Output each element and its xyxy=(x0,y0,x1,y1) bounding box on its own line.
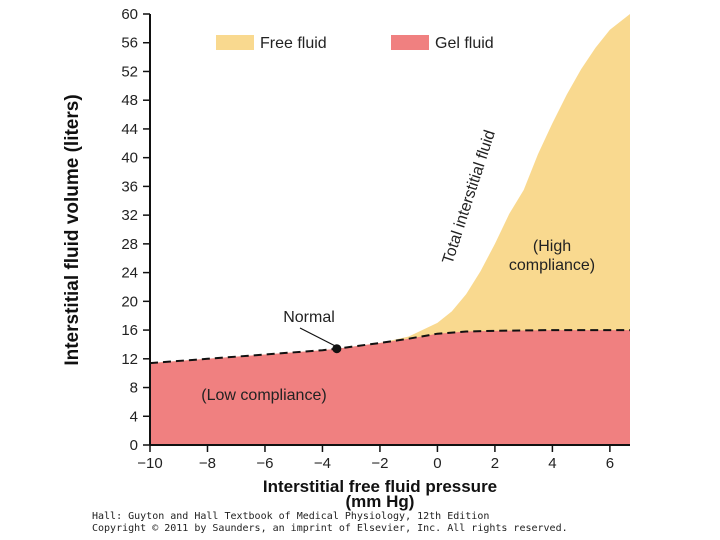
x-tick-label: −6 xyxy=(256,455,273,472)
y-tick-label: 28 xyxy=(121,236,138,253)
x-tick-label: 0 xyxy=(433,455,441,472)
y-axis-title: Interstitial fluid volume (liters) xyxy=(62,94,83,365)
low-compliance-label: (Low compliance) xyxy=(201,387,326,404)
x-axis-title-units: (mm Hg) xyxy=(346,492,415,511)
high-compliance-label-line1: (High xyxy=(533,238,571,255)
y-tick-label: 8 xyxy=(130,380,138,397)
y-tick-label: 32 xyxy=(121,207,138,224)
legend-swatch-gel-fluid xyxy=(391,35,429,50)
x-axis-ticks: −10 −8 −6 −4 −2 0 2 4 6 xyxy=(137,445,614,472)
y-tick-label: 0 xyxy=(130,437,138,454)
gel-fluid-boundary-line xyxy=(149,329,630,365)
y-tick-label: 60 xyxy=(121,6,138,23)
y-tick-label: 4 xyxy=(130,408,138,425)
x-tick-label: 4 xyxy=(548,455,556,472)
x-tick-label: −4 xyxy=(314,455,331,472)
y-tick-label: 52 xyxy=(121,63,138,80)
normal-point-marker xyxy=(332,344,342,354)
x-axis-title: Interstitial free fluid pressure xyxy=(263,477,497,496)
x-tick-label: −2 xyxy=(371,455,388,472)
y-tick-label: 44 xyxy=(121,121,138,138)
x-tick-label: −8 xyxy=(199,455,216,472)
y-tick-label: 36 xyxy=(121,178,138,195)
x-tick-label: −10 xyxy=(137,455,162,472)
gel-fluid-area xyxy=(150,330,630,445)
y-tick-label: 40 xyxy=(121,150,138,167)
credit-line-1: Hall: Guyton and Hall Textbook of Medica… xyxy=(92,511,490,522)
legend-label-free-fluid: Free fluid xyxy=(260,35,327,52)
high-compliance-label-line2: compliance) xyxy=(509,257,595,274)
legend-swatch-free-fluid xyxy=(216,35,254,50)
legend-label-gel-fluid: Gel fluid xyxy=(435,35,494,52)
y-tick-label: 20 xyxy=(121,293,138,310)
y-tick-label: 56 xyxy=(121,35,138,52)
normal-label-leader xyxy=(299,327,336,347)
y-tick-label: 16 xyxy=(121,322,138,339)
normal-label: Normal xyxy=(283,309,335,326)
y-tick-label: 48 xyxy=(121,92,138,109)
x-tick-label: 6 xyxy=(606,455,614,472)
y-tick-label: 24 xyxy=(121,265,138,282)
credit-line-2: Copyright © 2011 by Saunders, an imprint… xyxy=(92,523,568,534)
y-tick-label: 12 xyxy=(121,351,138,368)
curve-label-total-interstitial-fluid: Total interstitial fluid xyxy=(440,128,499,266)
x-tick-label: 2 xyxy=(491,455,499,472)
